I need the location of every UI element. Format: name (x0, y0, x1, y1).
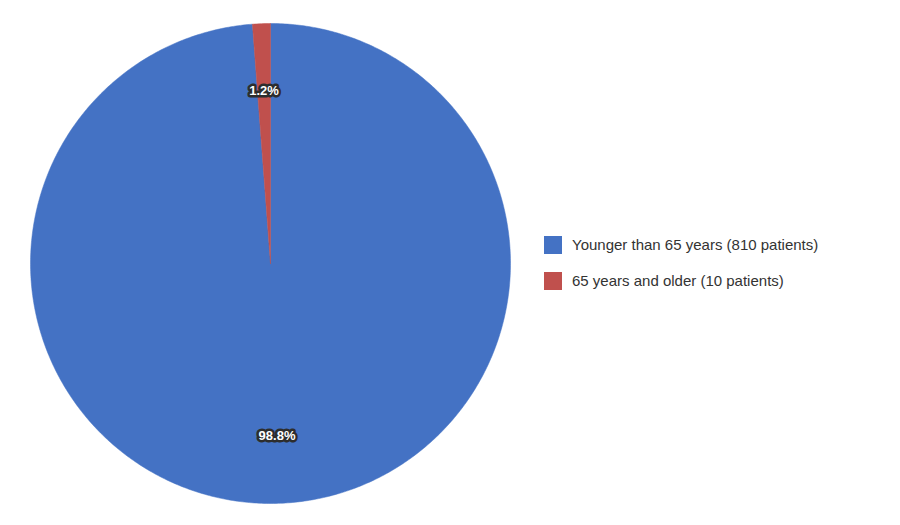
html-text:Younger than 65 years (810 pat: Younger than 65 years (810 patients) (572, 236, 819, 253)
svg-text:1.2%: 1.2% (249, 82, 279, 97)
html-text:65 years and older (10 patient: 65 years and older (10 patients) (572, 272, 784, 289)
svg-text:98.8%: 98.8% (259, 428, 296, 443)
